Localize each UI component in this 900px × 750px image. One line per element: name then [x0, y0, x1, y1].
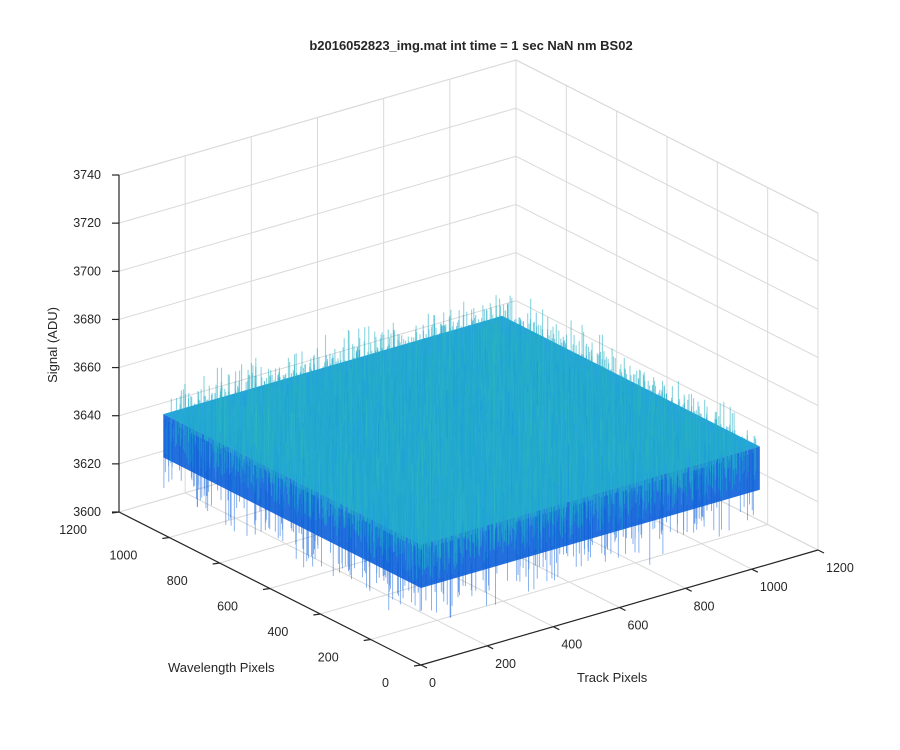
x-tick-label: 0 [429, 676, 436, 690]
grid-line-side-z [515, 203, 819, 358]
surface-noise [219, 388, 257, 449]
y-tick [413, 664, 422, 667]
surface-noise [202, 363, 698, 552]
surface-noise [304, 387, 722, 537]
surface-noise [352, 466, 505, 543]
y-tick [363, 638, 371, 642]
axes [111, 174, 825, 669]
tick-labels: 0 200 400 600 800 1000 1200 0 200 400 600 800 1000 12… [59, 168, 854, 690]
x-tick-label: 800 [694, 599, 715, 613]
x-tick-label: 1200 [826, 561, 854, 575]
grid-line-side-z [515, 155, 819, 310]
grid-line-back-z [118, 203, 517, 320]
surface-noise [377, 360, 538, 459]
chart-title: b2016052823_img.mat int time = 1 sec NaN… [309, 38, 632, 53]
surface-noise [301, 365, 631, 496]
x-axis-label: Track Pixels [577, 670, 648, 685]
y-tick-label: 800 [167, 574, 188, 588]
x-tick [619, 606, 626, 612]
y-tick-label: 0 [382, 676, 389, 690]
surface-noise [340, 341, 564, 521]
x-tick [751, 568, 759, 573]
surface-noise [324, 334, 567, 490]
z-tick-label: 3660 [73, 361, 101, 375]
surface-noise [283, 310, 536, 538]
x-tick [685, 587, 692, 592]
y-tick-label: 1000 [110, 549, 138, 563]
surface-noise [293, 337, 660, 534]
surface-plot [163, 295, 760, 618]
x-tick [420, 664, 428, 669]
z-tick-label: 3700 [73, 264, 101, 278]
z-tick-label: 3620 [73, 457, 101, 471]
x-tick-label: 1000 [760, 580, 788, 594]
surface-noise [417, 315, 648, 539]
z-tick-label: 3740 [73, 168, 101, 182]
surface-noise [253, 370, 708, 559]
surface-noise [416, 357, 509, 523]
x-tick [817, 549, 825, 554]
box-edge [118, 59, 517, 176]
y-tick [162, 536, 170, 540]
grid-line-back-z [118, 252, 517, 369]
grid-line-back-z [118, 155, 517, 272]
surface-noise [525, 388, 675, 465]
x-tick [553, 626, 560, 631]
z-tick-label: 3680 [73, 312, 101, 326]
y-axis-label: Wavelength Pixels [168, 660, 275, 675]
grid-line-side-z [515, 252, 819, 407]
y-tick-label: 400 [267, 625, 288, 639]
x-tick [486, 645, 494, 650]
surface-noise [306, 360, 692, 525]
y-tick [262, 587, 271, 591]
grid-line-side-z [515, 107, 819, 262]
y-tick [212, 562, 220, 565]
grid-line-floor-y [370, 524, 768, 640]
z-tick-label: 3720 [73, 216, 101, 230]
z-tick-label: 3640 [73, 409, 101, 423]
surface-noise [418, 362, 736, 554]
y-tick-label: 600 [217, 600, 238, 614]
y-tick-label: 200 [318, 651, 339, 665]
surface-noise [199, 374, 655, 544]
surface-edge-fringe [163, 419, 754, 618]
x-tick-label: 600 [628, 619, 649, 633]
surface-noise [242, 352, 706, 548]
y-tick-label: 1200 [59, 523, 87, 537]
surface-noise [257, 330, 672, 553]
x-tick-label: 400 [561, 638, 582, 652]
y-tick [313, 613, 321, 616]
surface-noise [390, 333, 612, 491]
surface-noise [277, 335, 727, 578]
grid-line-back-z [118, 107, 517, 224]
z-tick-label: 3600 [73, 505, 101, 519]
grid-line-side-z [515, 300, 819, 455]
box-edge [515, 59, 819, 214]
surface-noise [224, 333, 622, 478]
surface-noise [237, 435, 286, 508]
z-axis-label: Signal (ADU) [45, 307, 60, 383]
x-tick-label: 200 [495, 657, 516, 671]
